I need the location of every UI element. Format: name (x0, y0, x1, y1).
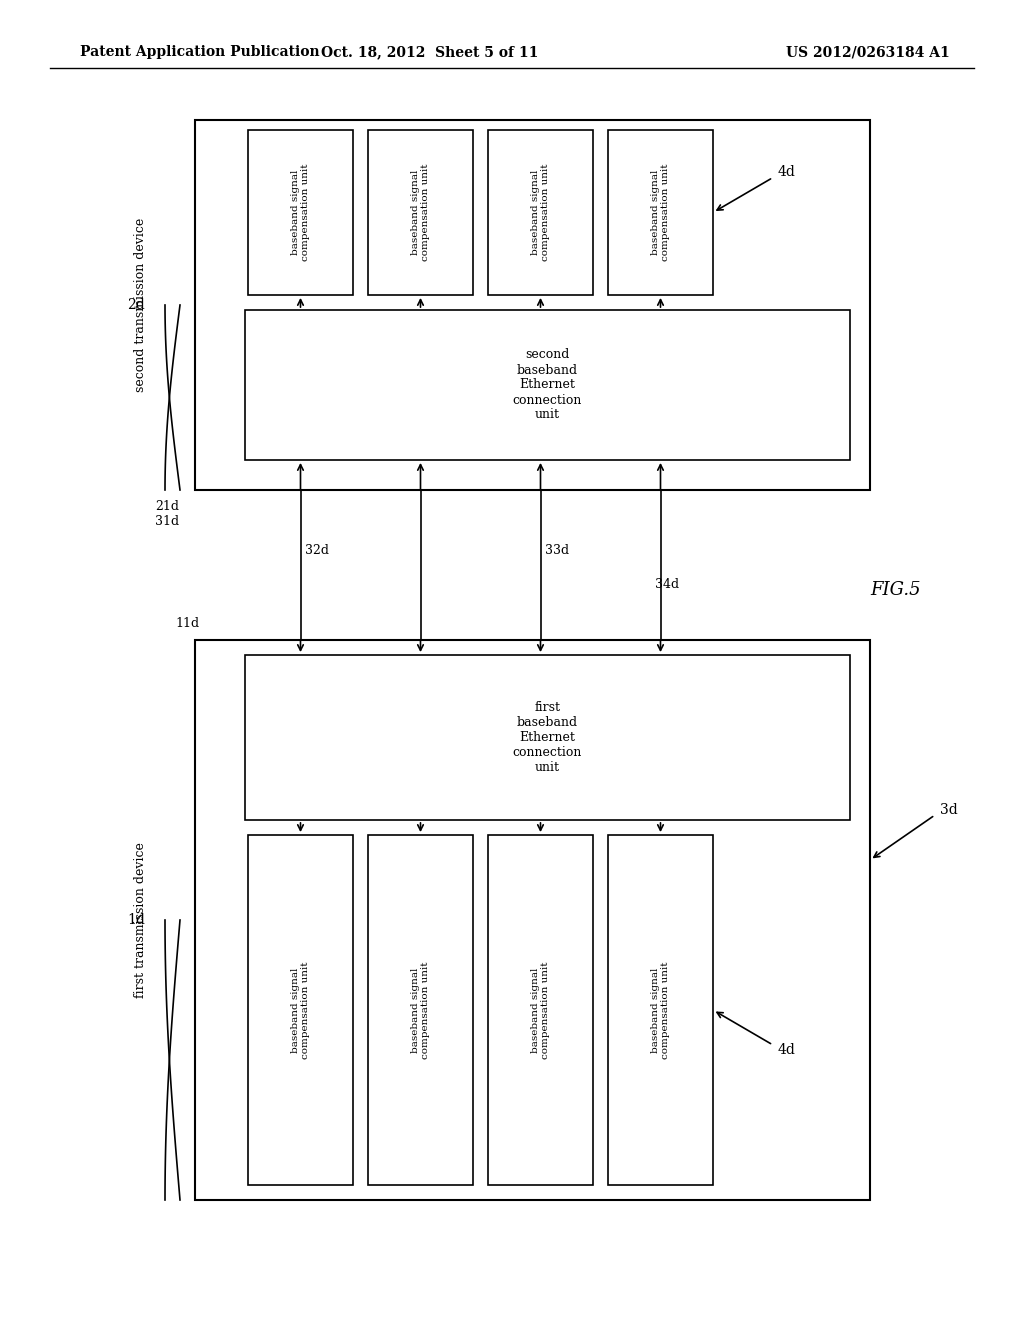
Bar (248, 129, 353, 294)
Text: 2d: 2d (127, 298, 145, 312)
Text: 32d: 32d (305, 544, 330, 557)
Text: baseband signal
compensation unit: baseband signal compensation unit (530, 961, 550, 1059)
Bar (608, 836, 713, 1185)
Bar (195, 640, 870, 1200)
Text: second transmission device: second transmission device (133, 218, 146, 392)
Text: baseband signal
compensation unit: baseband signal compensation unit (411, 961, 430, 1059)
Text: 4d: 4d (778, 165, 796, 180)
Text: first
baseband
Ethernet
connection
unit: first baseband Ethernet connection unit (513, 701, 583, 774)
Text: first transmission device: first transmission device (133, 842, 146, 998)
Bar (368, 129, 473, 294)
Bar (245, 310, 850, 459)
Text: baseband signal
compensation unit: baseband signal compensation unit (530, 164, 550, 261)
Text: 1d: 1d (127, 913, 145, 927)
Text: 3d: 3d (940, 803, 957, 817)
Bar (608, 129, 713, 294)
Bar (195, 120, 870, 490)
Text: FIG.5: FIG.5 (870, 581, 921, 599)
Text: 31d: 31d (155, 515, 179, 528)
Text: US 2012/0263184 A1: US 2012/0263184 A1 (786, 45, 950, 59)
Text: baseband signal
compensation unit: baseband signal compensation unit (291, 164, 310, 261)
Text: 21d: 21d (155, 500, 179, 513)
Text: baseband signal
compensation unit: baseband signal compensation unit (651, 164, 670, 261)
Bar (488, 129, 593, 294)
Text: 34d: 34d (655, 578, 680, 591)
Text: second
baseband
Ethernet
connection
unit: second baseband Ethernet connection unit (513, 348, 583, 421)
Text: 4d: 4d (778, 1043, 796, 1057)
Bar (248, 836, 353, 1185)
Bar (368, 836, 473, 1185)
Bar (488, 836, 593, 1185)
Text: Oct. 18, 2012  Sheet 5 of 11: Oct. 18, 2012 Sheet 5 of 11 (322, 45, 539, 59)
Text: baseband signal
compensation unit: baseband signal compensation unit (651, 961, 670, 1059)
Text: baseband signal
compensation unit: baseband signal compensation unit (291, 961, 310, 1059)
Text: baseband signal
compensation unit: baseband signal compensation unit (411, 164, 430, 261)
Text: Patent Application Publication: Patent Application Publication (80, 45, 319, 59)
Text: 11d: 11d (175, 616, 199, 630)
Text: 33d: 33d (546, 544, 569, 557)
Bar (245, 655, 850, 820)
